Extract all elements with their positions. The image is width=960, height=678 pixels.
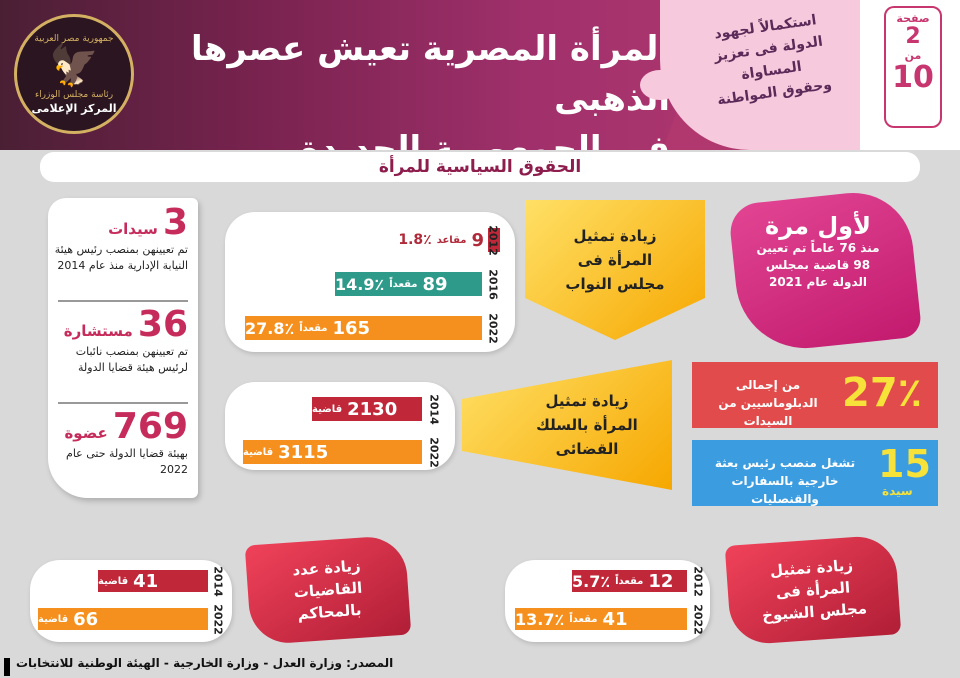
footer: المصدر: وزارة العدل - وزارة الخارجية - ا… <box>0 652 960 678</box>
parliament-value: 9 <box>471 229 484 251</box>
senate-ribbon: زيادة تمثيل المرأة فى مجلس الشيوخ <box>724 534 902 646</box>
judiciary-bar-2022: 3115 قاضية <box>243 440 422 464</box>
courts-value: 41 <box>133 570 159 592</box>
judges-card-item: 36 مستشارة تم تعيينهن بمنصب نائبات لرئيس… <box>53 306 188 376</box>
judges-card-desc: تم تعيينهن بمنصب نائبات لرئيس هيئة قضايا… <box>75 345 188 374</box>
parliament-pct: 14.9٪ <box>335 274 385 294</box>
parliament-label-2012: 9 مقاعد 1.8٪ <box>360 228 484 252</box>
senate-year: 2012 <box>691 566 705 597</box>
title-line-2: فى الجمهورية الجديدة <box>300 129 670 150</box>
senate-year: 2022 <box>691 604 705 635</box>
judiciary-bar-2014: 2130 قاضية <box>312 397 422 421</box>
parliament-unit: مقاعد <box>436 234 467 246</box>
parliament-pct: 27.8٪ <box>245 318 295 338</box>
diplomats-number: 27٪ <box>842 370 923 416</box>
senate-bar-2022: 41 مقعداً 13.7٪ <box>515 608 687 630</box>
judiciary-year: 2014 <box>427 394 441 425</box>
source-note: المصدر: وزارة العدل - وزارة الخارجية - ا… <box>16 656 394 670</box>
judiciary-label: زيادة تمثيل المرأة بالسلك القضائى <box>536 392 638 458</box>
judges-card-unit: سيدات <box>108 220 158 238</box>
judges-card-number: 769 <box>112 406 188 447</box>
courts-year: 2014 <box>211 566 225 597</box>
page-word: صفحة <box>896 12 930 25</box>
woman-profile-graphic <box>640 0 860 150</box>
page-number: 2 <box>905 24 921 49</box>
judges-card-number: 36 <box>137 304 188 345</box>
parliament-year: 2012 <box>486 225 500 256</box>
courts-year: 2022 <box>211 604 225 635</box>
page-total: 10 <box>892 60 934 95</box>
judges-card-desc: بهيئة قضايا الدولة حتى عام 2022 <box>66 447 188 476</box>
judges-card-desc: تم تعيينهن بمنصب رئيس هيئة النيابة الإدا… <box>54 243 188 272</box>
eagle-icon: 🦅 <box>49 42 99 89</box>
cabinet-logo: جمهورية مصر العربية 🦅 رئاسة مجلس الوزراء… <box>14 14 134 134</box>
parliament-bar-2022: 165 مقعداً 27.8٪ <box>245 316 482 340</box>
judiciary-year: 2022 <box>427 437 441 468</box>
courts-label: زيادة عدد القاضيات بالمحاكم <box>291 556 363 624</box>
parliament-label: زيادة تمثيل المرأة فى مجلس النواب <box>565 227 665 293</box>
divider <box>58 402 188 404</box>
first-time-text: لأول مرة منذ 76 عاماً تم تعيين 98 قاضية … <box>748 212 888 291</box>
courts-value: 66 <box>73 608 99 630</box>
judges-card-item: 3 سيدات تم تعيينهن بمنصب رئيس هيئة النيا… <box>53 204 188 274</box>
diplomats-card: 27٪ من إجمالى الدبلوماسيين من السيدات <box>692 362 938 428</box>
senate-pct: 5.7٪ <box>572 571 611 591</box>
courts-ribbon: زيادة عدد القاضيات بالمحاكم <box>244 534 412 646</box>
judiciary-arrow: زيادة تمثيل المرأة بالسلك القضائى <box>462 360 672 490</box>
parliament-bar-2012 <box>488 228 500 252</box>
senate-value: 41 <box>602 608 628 630</box>
courts-bar-2014: 41 قاضية <box>98 570 208 592</box>
page-of: من <box>904 49 922 62</box>
parliament-value: 165 <box>332 317 371 339</box>
parliament-year: 2022 <box>486 313 500 344</box>
judiciary-unit: قاضية <box>312 403 343 415</box>
senate-pct: 13.7٪ <box>515 609 565 629</box>
judges-card-item: 769 عضوة بهيئة قضايا الدولة حتى عام 2022 <box>53 408 188 478</box>
judges-card-unit: عضوة <box>64 424 108 442</box>
courts-unit: قاضية <box>98 575 129 587</box>
judges-card-number: 3 <box>162 202 188 243</box>
senate-unit: مقعداً <box>615 575 644 587</box>
parliament-pct: 1.8٪ <box>398 232 432 248</box>
judiciary-unit: قاضية <box>243 446 274 458</box>
senate-value: 12 <box>648 570 674 592</box>
parliament-unit: مقعداً <box>389 278 418 290</box>
parliament-arrow: زيادة تمثيل المرأة فى مجلس النواب <box>525 200 705 340</box>
parliament-value: 89 <box>422 273 448 295</box>
judiciary-value: 2130 <box>347 398 398 420</box>
judiciary-value: 3115 <box>278 441 329 463</box>
header: المرأة المصرية تعيش عصرها الذهبى فى الجم… <box>0 0 960 150</box>
divider <box>58 300 188 302</box>
logo-media-center: المركز الإعلامى <box>31 101 117 115</box>
senate-label: زيادة تمثيل المرأة فى مجلس الشيوخ <box>761 556 868 625</box>
title-line-1: المرأة المصرية تعيش عصرها الذهبى <box>191 29 670 119</box>
section-title: الحقوق السياسية للمرأة <box>40 152 920 182</box>
first-time-body: منذ 76 عاماً تم تعيين 98 قاضية بمجلس الد… <box>756 241 880 289</box>
senate-unit: مقعداً <box>569 613 598 625</box>
footer-accent <box>4 658 10 676</box>
judges-card: 3 سيدات تم تعيينهن بمنصب رئيس هيئة النيا… <box>48 198 198 498</box>
ambassadors-unit: سيدة <box>882 484 913 498</box>
page-title: المرأة المصرية تعيش عصرها الذهبى فى الجم… <box>150 24 670 150</box>
parliament-bar-2016: 89 مقعداً 14.9٪ <box>335 272 482 296</box>
logo-cabinet: رئاسة مجلس الوزراء <box>34 89 114 100</box>
page-indicator: صفحة 2 من 10 <box>884 6 942 128</box>
ambassadors-text: تشغل منصب رئيس بعثة خارجية بالسفارات وال… <box>714 456 856 506</box>
judges-card-unit: مستشارة <box>63 322 133 340</box>
ambassadors-number: 15 <box>878 442 931 486</box>
senate-bar-2012: 12 مقعداً 5.7٪ <box>572 570 687 592</box>
courts-unit: قاضية <box>38 613 69 625</box>
ambassadors-card: 15 سيدة تشغل منصب رئيس بعثة خارجية بالسف… <box>692 440 938 506</box>
first-time-headline: لأول مرة <box>765 212 871 240</box>
parliament-year: 2016 <box>486 269 500 300</box>
diplomats-text: من إجمالى الدبلوماسيين من السيدات <box>718 378 818 428</box>
courts-bar-2022: 66 قاضية <box>38 608 208 630</box>
parliament-unit: مقعداً <box>299 322 328 334</box>
logo-country: جمهورية مصر العربية <box>34 33 114 44</box>
